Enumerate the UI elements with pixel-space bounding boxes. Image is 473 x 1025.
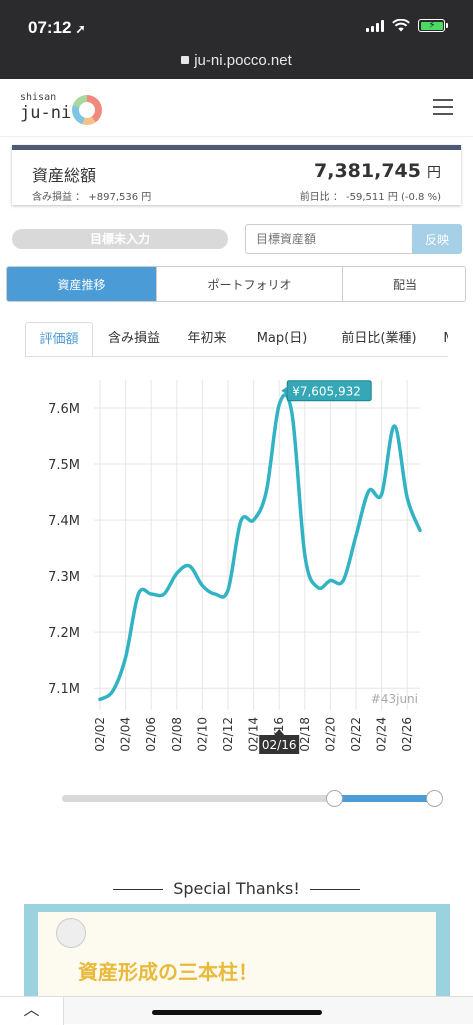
x-axis-ticks: 02/02 02/04 02/06 02/08 02/10 02/12 02/1402/16… xyxy=(93,717,414,752)
subtab-valuation[interactable]: 評価額 xyxy=(25,322,93,356)
y-tick-label: 7.1M xyxy=(48,682,80,697)
signal-icon xyxy=(366,19,384,32)
ios-status-area: 07:12 ➚ ⚡ ju-ni.pocco.net xyxy=(0,0,473,79)
date-range-slider[interactable] xyxy=(62,790,443,807)
x-tick-label: 02/18 xyxy=(298,717,312,752)
main-tabs: 資産推移 ポートフォリオ 配当 xyxy=(6,266,466,302)
range-start-handle[interactable] xyxy=(325,790,343,807)
wifi-icon xyxy=(392,19,410,32)
tab-dividend[interactable]: 配当 xyxy=(343,267,465,301)
subtab-ytd[interactable]: 年初来 xyxy=(187,331,227,346)
special-thanks-heading: Special Thanks! xyxy=(0,879,473,898)
tab-portfolio[interactable]: ポートフォリオ xyxy=(157,267,343,301)
browser-bottom-bar: ︿ xyxy=(0,996,473,1025)
total-assets-card: 資産総額 7,381,745 円 含み損益 ： +897,536 円 前日比 ： … xyxy=(12,145,461,205)
tooltip-value: ¥7,605,932 xyxy=(292,385,361,399)
goal-amount-input[interactable] xyxy=(245,224,413,254)
goal-status-badge: 目標未入力 xyxy=(12,229,228,249)
y-tick-label: 7.6M xyxy=(48,402,80,417)
y-tick-label: 7.5M xyxy=(48,458,80,473)
x-crosshair-label: 02/16 xyxy=(259,729,300,754)
asset-history-chart[interactable]: 7.1M 7.2M 7.3M 7.4M 7.5M 7.6M 02/02 02/04 02/06… xyxy=(0,360,473,770)
chevron-up-icon[interactable]: ︿ xyxy=(0,997,64,1025)
range-track[interactable] xyxy=(62,795,434,802)
y-tick-label: 7.2M xyxy=(48,626,80,641)
subtab-more[interactable]: M xyxy=(439,322,448,356)
y-axis-ticks: 7.1M 7.2M 7.3M 7.4M 7.5M 7.6M xyxy=(48,402,80,697)
x-crosshair-arrow xyxy=(274,729,285,735)
chart-sub-tabs: 評価額 含み損益 年初来 Map(日) 前日比(業種) M xyxy=(25,322,448,357)
status-icons: ⚡ xyxy=(366,19,448,32)
site-header: shisan ju-ni xyxy=(0,79,473,137)
x-tick-label: 02/06 xyxy=(144,717,158,752)
x-tick-label: 02/10 xyxy=(195,717,209,752)
x-tick-label: 02/12 xyxy=(221,717,235,752)
x-tick-label: 02/14 xyxy=(247,717,261,752)
valuation-series-line xyxy=(98,393,422,702)
day-change: 前日比 ： -59,511 円 (-0.8 %) xyxy=(299,192,441,203)
banner-text: 資産形成の三本柱！ xyxy=(78,960,258,984)
chart-watermark: #43juni xyxy=(371,692,418,706)
y-tick-label: 7.3M xyxy=(48,570,80,585)
x-tick-label: 02/26 xyxy=(400,717,414,752)
home-indicator xyxy=(152,1010,322,1015)
address-bar[interactable]: ju-ni.pocco.net xyxy=(0,52,473,69)
subtab-day-change-sector[interactable]: 前日比(業種) xyxy=(341,331,417,346)
site-logo[interactable]: shisan ju-ni xyxy=(20,92,110,128)
chart-grid xyxy=(94,380,420,710)
total-assets-value: 7,381,745 円 xyxy=(314,160,441,182)
chart-tooltip: ¥7,605,932 xyxy=(281,380,372,402)
tooltip-arrow xyxy=(281,386,288,395)
unrealized-gain: 含み損益 ： +897,536 円 xyxy=(32,192,152,203)
y-tick-label: 7.4M xyxy=(48,514,80,529)
status-time: 07:12 ➚ xyxy=(28,18,86,37)
x-crosshair-box xyxy=(259,735,300,754)
x-tick-label: 02/20 xyxy=(323,717,337,752)
tab-asset-history[interactable]: 資産推移 xyxy=(7,267,157,301)
x-tick-label: 02/04 xyxy=(119,717,133,752)
lock-icon xyxy=(181,56,190,64)
range-selection[interactable] xyxy=(333,795,434,802)
x-tick-label: 02/24 xyxy=(375,717,389,752)
x-tick-label: 02/02 xyxy=(93,717,107,752)
range-end-handle[interactable] xyxy=(426,790,443,807)
location-arrow-icon: ➚ xyxy=(75,22,86,36)
x-tick-label: 02/08 xyxy=(170,717,184,752)
x-tick-label: 02/22 xyxy=(349,717,363,752)
avatar xyxy=(56,918,86,948)
logo-pie-icon xyxy=(72,95,102,125)
x-crosshair-text: 02/16 xyxy=(262,738,297,752)
total-assets-title: 資産総額 xyxy=(32,166,97,185)
subtab-unrealized-gain[interactable]: 含み損益 xyxy=(107,331,160,346)
apply-goal-button[interactable]: 反映 xyxy=(412,224,462,254)
battery-icon: ⚡ xyxy=(418,19,448,32)
subtab-map-daily[interactable]: Map(日) xyxy=(256,331,308,346)
hamburger-menu-icon[interactable] xyxy=(433,99,453,115)
